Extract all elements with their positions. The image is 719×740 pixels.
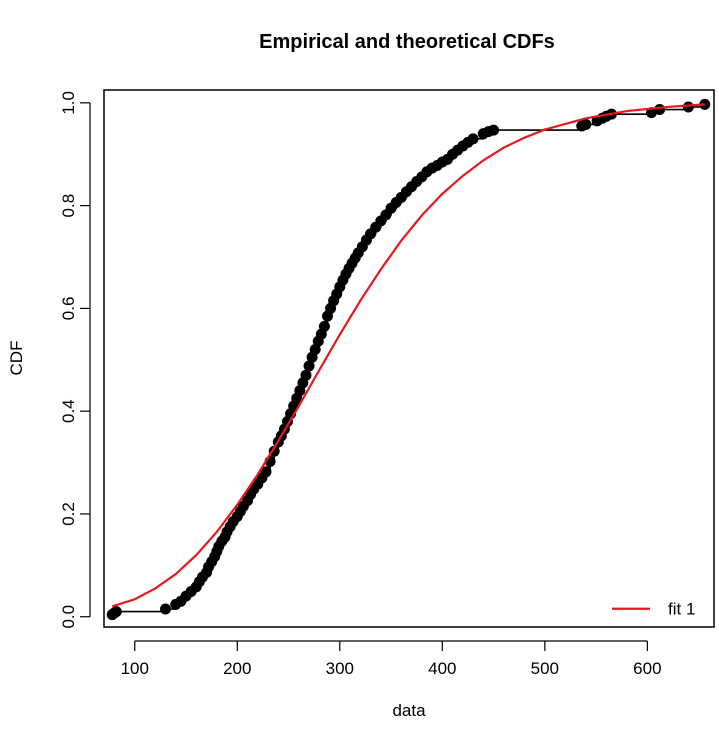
empirical-point xyxy=(467,133,479,145)
x-tick-label: 200 xyxy=(223,659,251,678)
empirical-step-line xyxy=(112,104,706,616)
empirical-point xyxy=(303,360,315,372)
y-axis-label: CDF xyxy=(7,341,26,376)
y-tick-label: 1.0 xyxy=(59,91,78,115)
x-tick-label: 500 xyxy=(531,659,559,678)
y-tick-label: 0.2 xyxy=(59,502,78,526)
x-tick-label: 400 xyxy=(428,659,456,678)
x-tick-label: 600 xyxy=(633,659,661,678)
x-tick-label: 300 xyxy=(326,659,354,678)
empirical-point xyxy=(160,603,172,615)
empirical-point xyxy=(318,320,330,332)
legend-label-fit-1: fit 1 xyxy=(668,600,695,619)
plot-area xyxy=(106,98,711,621)
y-tick-label: 0.8 xyxy=(59,194,78,218)
chart-title: Empirical and theoretical CDFs xyxy=(259,31,555,53)
empirical-point xyxy=(682,101,694,113)
x-axis-label: data xyxy=(392,701,426,720)
empirical-point xyxy=(110,606,122,618)
empirical-point xyxy=(580,118,592,130)
empirical-point xyxy=(300,369,312,381)
empirical-point xyxy=(654,104,666,116)
y-tick-label: 0.4 xyxy=(59,399,78,423)
y-axis: 0.0 0.2 0.4 0.6 0.8 1.0 xyxy=(59,91,91,629)
y-tick-label: 0.6 xyxy=(59,297,78,321)
x-axis: 100 200 300 400 500 600 xyxy=(121,640,662,678)
fit-1-curve xyxy=(111,103,705,608)
legend: fit 1 xyxy=(612,600,695,619)
plot-frame xyxy=(103,89,715,628)
empirical-point xyxy=(488,124,500,136)
y-tick-label: 0.0 xyxy=(59,605,78,629)
empirical-point xyxy=(260,466,272,478)
x-tick-label: 100 xyxy=(121,659,149,678)
